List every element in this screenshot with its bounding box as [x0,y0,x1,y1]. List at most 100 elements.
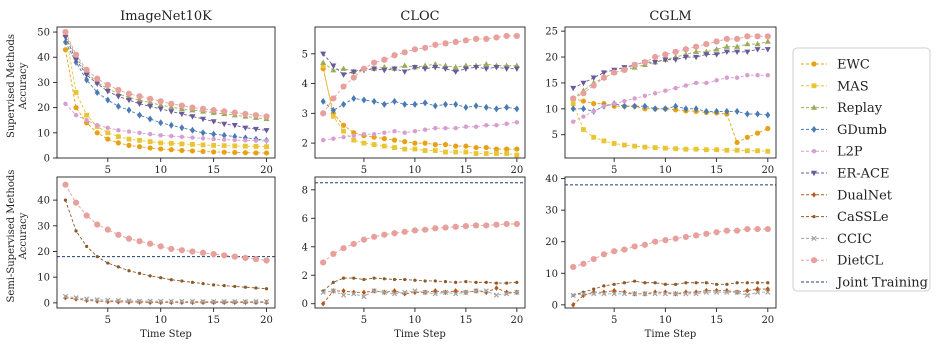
data-point [672,48,679,55]
data-point [147,95,154,102]
legend-frame [792,47,931,292]
series-er-ace [62,34,270,134]
data-point [754,225,761,233]
data-point [136,93,143,100]
y-tick-label: 10 [545,269,558,280]
data-point [381,56,388,63]
data-point [745,287,750,294]
data-point [724,289,730,295]
data-point [493,105,499,113]
y-tick-label: 15 [545,78,558,89]
data-point [200,298,206,305]
x-tick-label: 10 [409,165,422,176]
data-point [474,280,478,284]
data-point [147,131,153,137]
data-point [361,289,367,296]
series-line [322,277,517,292]
panel-title: ImageNet10K [120,9,212,24]
data-point [713,38,720,45]
data-point [242,298,248,305]
data-point [453,149,459,155]
data-point [263,150,270,156]
data-point [592,287,596,291]
data-point [320,59,327,65]
data-point [73,90,79,95]
data-point [513,66,520,72]
data-point [412,146,418,152]
data-point [94,89,100,96]
series-mas [570,101,771,154]
data-point [252,126,259,133]
data-point [591,289,596,296]
data-point [382,130,387,135]
series-ewc [62,47,270,156]
y-tick-label: 50 [37,28,50,39]
data-point [514,152,520,158]
series-dietcl [62,28,270,120]
data-point [494,281,499,285]
data-point [513,220,520,228]
series-mas [320,63,520,158]
data-point [402,100,408,108]
data-point [432,41,439,48]
data-point [125,90,133,97]
data-point [179,134,185,140]
data-point [454,280,458,284]
data-point [442,100,448,108]
data-point [412,129,418,134]
data-point [147,99,154,105]
legend-item-l2p: L2P [801,145,863,160]
series-line [323,290,517,298]
data-point [341,288,346,294]
data-point [115,102,121,110]
data-point [483,151,489,156]
legend-label: DualNet [837,188,893,203]
data-point [351,94,357,102]
data-point [158,140,164,146]
data-point [401,69,408,75]
data-point [693,80,699,86]
series-ccic [570,289,771,298]
x-tick-label: 10 [659,315,672,326]
data-point [766,281,770,285]
series-l2p [570,72,771,124]
data-point [632,291,638,297]
data-point [462,66,469,72]
data-point [391,137,398,143]
x-tick-label: 15 [710,315,723,326]
data-point [514,289,520,295]
data-point [147,145,153,151]
y-tick-label: 10 [545,104,558,115]
data-point [189,126,195,134]
data-point [611,69,618,76]
series-line [65,31,267,117]
data-point [115,297,122,304]
series-ccic [320,288,520,300]
legend-marker [811,104,817,110]
series-line [65,31,267,148]
x-tick-label: 5 [611,165,617,176]
data-point [755,110,761,118]
data-point [734,49,741,56]
data-point [580,90,587,97]
data-point [168,140,174,146]
data-point [453,100,459,108]
data-point [494,151,499,156]
data-point [263,128,270,134]
legend-marker [811,235,817,242]
data-point [63,101,68,107]
data-point [158,146,164,152]
data-point [412,140,418,146]
data-point [504,289,509,296]
data-point [320,51,327,57]
data-point [453,143,459,149]
data-point [83,212,90,219]
data-point [105,297,111,303]
series-line [65,199,267,290]
data-point [350,69,357,75]
data-point [494,123,499,128]
data-point [642,93,648,99]
y-tick-label: 30 [545,206,558,217]
data-point [443,126,448,131]
